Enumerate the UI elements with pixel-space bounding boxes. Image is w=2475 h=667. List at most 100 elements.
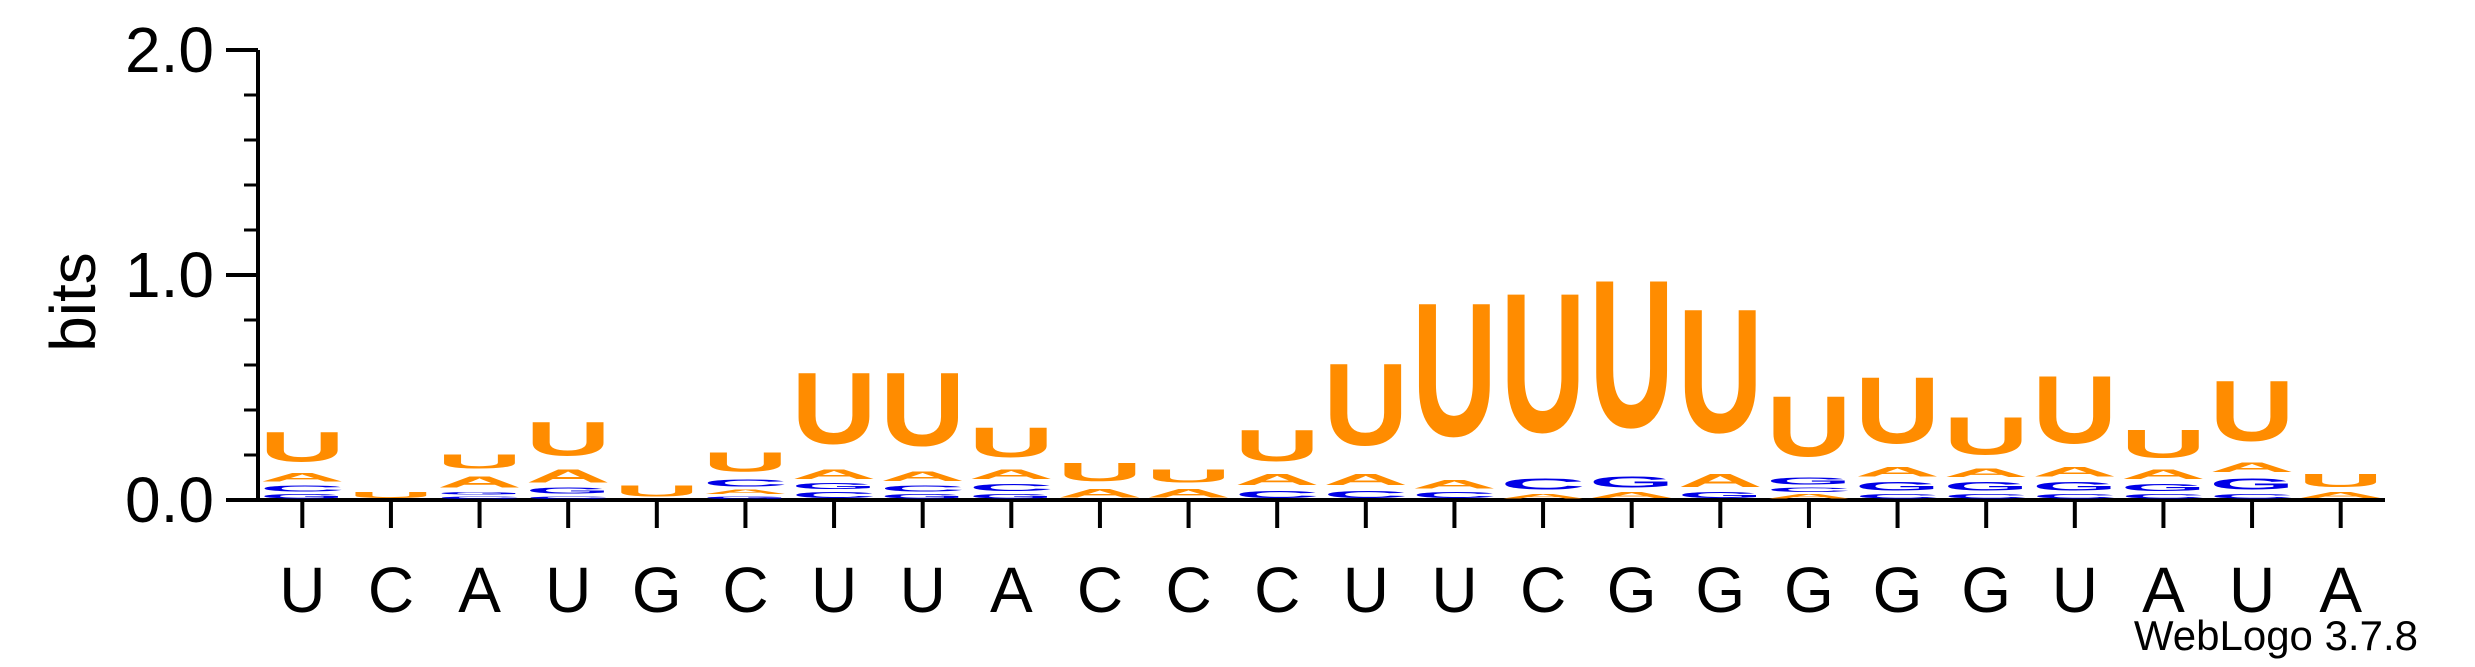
logo-letter-U: U	[1235, 421, 1320, 471]
x-tick-label: C	[1165, 554, 1211, 626]
logo-letter-G: G	[1766, 475, 1851, 486]
logo-letter-U: U	[614, 482, 699, 500]
y-tick-label: 0.0	[125, 464, 214, 536]
logo-letter-G: G	[880, 493, 965, 500]
x-tick-label: G	[1784, 554, 1834, 626]
logo-letter-U: U	[1323, 340, 1408, 470]
logo-letter-U: U	[1855, 357, 1940, 463]
x-tick-label: A	[2319, 554, 2362, 626]
logo-letter-C: C	[792, 491, 877, 500]
logo-letter-A: A	[969, 466, 1054, 482]
x-tick-label: U	[545, 554, 591, 626]
logo-letter-G: G	[260, 493, 345, 500]
logo-letter-A: A	[1855, 464, 1940, 480]
logo-letter-A: A	[2032, 464, 2117, 480]
x-tick-label: U	[1343, 554, 1389, 626]
logo-letter-G: G	[2121, 482, 2206, 493]
logo-letter-U: U	[1146, 466, 1231, 486]
logo-letter-C: C	[1235, 489, 1320, 500]
x-tick-label: C	[368, 554, 414, 626]
logo-letter-A: A	[1235, 471, 1320, 489]
logo-letter-U: U	[969, 419, 1054, 466]
x-tick-label: U	[1431, 554, 1477, 626]
logo-letter-A: A	[703, 489, 788, 496]
x-tick-label: C	[722, 554, 768, 626]
logo-letter-U: U	[260, 423, 345, 470]
logo-letter-U: U	[2210, 362, 2295, 459]
logo-letter-A: A	[1766, 493, 1851, 500]
logo-letter-A: A	[792, 466, 877, 482]
x-tick-label: G	[1695, 554, 1745, 626]
x-tick-label: G	[1873, 554, 1923, 626]
logo-letter-A: A	[1678, 471, 1763, 491]
logo-letter-G: G	[526, 487, 611, 496]
logo-letter-C: C	[1855, 493, 1940, 500]
logo-letter-U: U	[703, 446, 788, 478]
x-tick-label: A	[990, 554, 1033, 626]
logo-letter-C: C	[2032, 493, 2117, 500]
logo-letter-U: U	[348, 491, 433, 500]
logo-letter-U: U	[526, 413, 611, 467]
logo-letter-G: G	[2032, 480, 2117, 493]
logo-letter-A: A	[1057, 486, 1142, 500]
x-tick-label: C	[1520, 554, 1566, 626]
logo-letter-A: A	[1501, 493, 1586, 500]
logo-letter-U: U	[2121, 421, 2206, 466]
x-tick-label: C	[1077, 554, 1123, 626]
logo-letter-C: C	[1501, 475, 1586, 493]
y-tick-label: 1.0	[125, 239, 214, 311]
logo-letter-U: U	[1057, 457, 1142, 486]
x-tick-label: G	[1961, 554, 2011, 626]
x-tick-label: U	[279, 554, 325, 626]
logo-letter-A: A	[2298, 491, 2383, 500]
logo-letter-C: C	[260, 484, 345, 493]
logo-letter-G: G	[1678, 491, 1763, 500]
logo-letter-G: G	[1855, 480, 1940, 493]
logo-letter-A: A	[2210, 459, 2295, 475]
logo-letter-C: C	[880, 484, 965, 493]
x-tick-label: U	[2052, 554, 2098, 626]
x-tick-label: A	[458, 554, 501, 626]
y-axis-label: bits	[37, 252, 109, 352]
logo-letter-C: C	[2121, 493, 2206, 500]
logo-letter-C: C	[2210, 493, 2295, 500]
x-tick-label: C	[1254, 554, 1300, 626]
x-tick-label: A	[2142, 554, 2185, 626]
logo-letter-G: G	[1944, 480, 2029, 493]
logo-letter-G: G	[969, 493, 1054, 500]
logo-letter-A: A	[1146, 486, 1231, 500]
logo-letter-A: A	[437, 473, 522, 491]
logo-letter-U: U	[1501, 251, 1586, 474]
x-tick-label: U	[2229, 554, 2275, 626]
logo-letter-C: C	[1412, 491, 1497, 500]
logo-letter-G: G	[1589, 473, 1674, 491]
logo-letter-C: C	[526, 496, 611, 500]
logo-letter-U: U	[1589, 236, 1674, 472]
weblogo-credit: WebLogo 3.7.8	[2134, 612, 2418, 659]
logo-letter-U: U	[1944, 406, 2029, 466]
x-tick-label: U	[811, 554, 857, 626]
axes: 0.0 1.0 2.0	[125, 14, 2385, 536]
logo-letter-U: U	[1412, 262, 1497, 476]
logo-letter-A: A	[1412, 477, 1497, 491]
logo-letter-A: A	[1944, 466, 2029, 480]
x-tick-label: G	[632, 554, 682, 626]
logo-letter-A: A	[2121, 466, 2206, 482]
logo-letter-U: U	[792, 352, 877, 466]
logo-letter-G: G	[2210, 475, 2295, 493]
logo-letter-U: U	[1678, 272, 1763, 470]
logo-letter-A: A	[260, 471, 345, 485]
logo-letter-G: G	[792, 482, 877, 491]
logo-letter-A: A	[1589, 491, 1674, 500]
logo-letter-C: C	[1944, 493, 2029, 500]
logo-letter-G: G	[437, 491, 522, 495]
logo-letter-C: C	[1766, 486, 1851, 493]
logo-letter-U: U	[880, 351, 965, 468]
logo-letter-A: A	[1323, 471, 1408, 489]
x-tick-label: G	[1607, 554, 1657, 626]
logo-letter-U: U	[1766, 378, 1851, 475]
logo-letter-C: C	[969, 482, 1054, 493]
